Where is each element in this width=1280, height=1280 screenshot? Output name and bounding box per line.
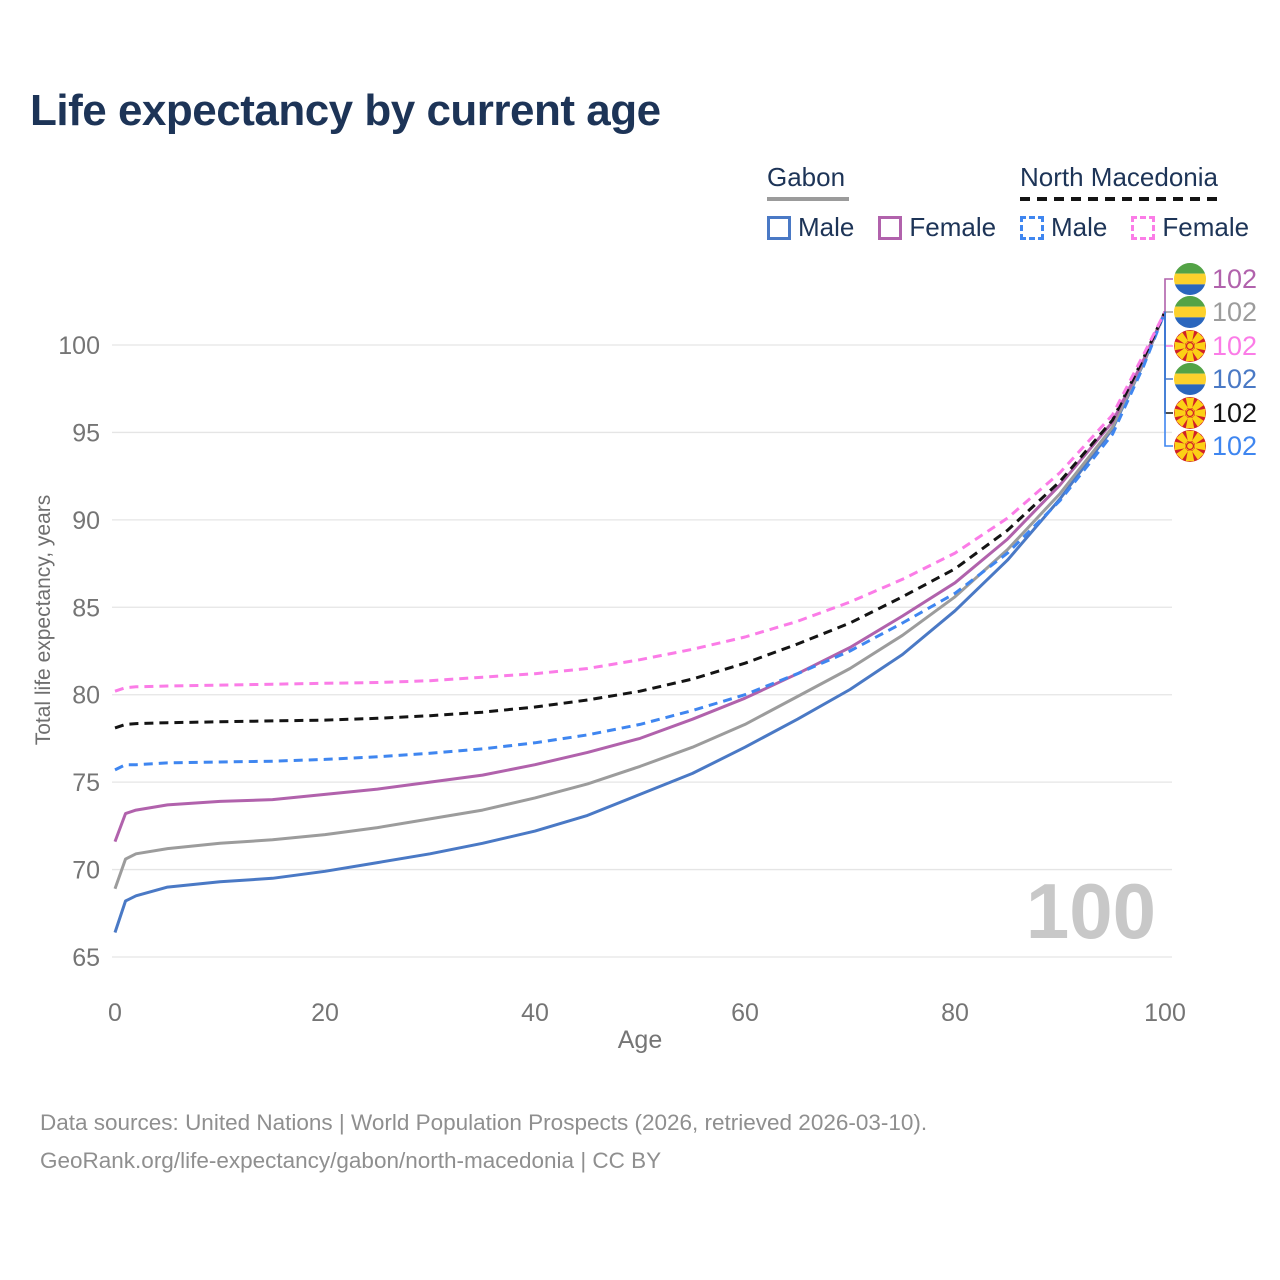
endpoint-connector: [1164, 278, 1173, 312]
line-gabon-female: [113, 311, 1167, 843]
x-tick-label: 100: [1144, 999, 1186, 1027]
legend-label: Male: [798, 212, 855, 242]
legend-item-gabon-male: Male: [767, 212, 854, 243]
legend-group-north-macedonia: North Macedonia Male Female: [1020, 162, 1249, 243]
legend-label: Female: [1162, 212, 1250, 242]
endpoint-connector: [1164, 311, 1173, 414]
footer: Data sources: United Nations | World Pop…: [40, 1104, 927, 1180]
footer-attribution: GeoRank.org/life-expectancy/gabon/north-…: [40, 1148, 662, 1173]
north-macedonia-flag-icon: [1174, 330, 1206, 362]
y-tick-label: 65: [72, 944, 100, 972]
line-gabon-total: [113, 311, 1167, 890]
legend-underline-gabon: [767, 197, 849, 201]
north-macedonia-flag-icon: [1174, 430, 1206, 462]
y-tick-label: 85: [72, 594, 100, 622]
y-tick-label: 95: [72, 419, 100, 447]
x-axis-title: Age: [617, 1026, 663, 1054]
endpoint-connector: [1164, 311, 1173, 447]
nm-male-swatch-icon: [1020, 215, 1044, 240]
legend-item-nm-male: Male: [1020, 212, 1107, 243]
legend-country-gabon: Gabon: [767, 162, 846, 192]
legend-item-nm-female: Female: [1131, 212, 1249, 243]
age-counter-watermark: 100: [1025, 867, 1156, 955]
legend-group-gabon: Gabon Male Female: [767, 162, 996, 243]
legend-item-gabon-female: Female: [878, 212, 996, 243]
line-north-macedonia-female: [114, 311, 1167, 693]
endpoint-value-label: 102: [1212, 331, 1257, 361]
gabon-flag-icon: [1174, 263, 1206, 295]
legend-underline-north-macedonia: [1020, 197, 1224, 201]
y-tick-label: 70: [72, 857, 100, 885]
gabon-male-swatch-icon: [767, 215, 791, 240]
gabon-flag-icon: [1174, 363, 1206, 395]
legend-label: Male: [1051, 212, 1108, 242]
footer-data-sources: Data sources: United Nations | World Pop…: [40, 1110, 928, 1135]
endpoint-value-label: 102: [1212, 398, 1257, 428]
endpoint-value-label: 102: [1212, 431, 1257, 461]
y-tick-label: 90: [72, 507, 100, 535]
legend-country-north-macedonia: North Macedonia: [1020, 162, 1218, 192]
x-tick-label: 0: [108, 999, 122, 1027]
nm-female-swatch-icon: [1131, 215, 1156, 240]
y-axis-title: Total life expectancy, years: [32, 494, 55, 746]
gabon-flag-icon: [1174, 296, 1206, 328]
line-gabon-male: [113, 311, 1167, 933]
legend-label: Female: [909, 212, 997, 242]
endpoint-value-label: 102: [1212, 264, 1257, 294]
endpoint-value-label: 102: [1212, 364, 1257, 394]
line-north-macedonia-male: [114, 311, 1167, 772]
gabon-female-swatch-icon: [878, 215, 903, 240]
y-tick-label: 100: [58, 332, 100, 360]
page-title: Life expectancy by current age: [30, 86, 661, 135]
x-tick-label: 40: [521, 999, 549, 1027]
x-tick-label: 80: [941, 999, 969, 1027]
x-tick-label: 20: [311, 999, 339, 1027]
endpoint-connector: [1164, 311, 1173, 347]
y-tick-label: 75: [72, 769, 100, 797]
north-macedonia-flag-icon: [1174, 397, 1206, 429]
line-north-macedonia-total: [114, 311, 1167, 730]
endpoint-value-label: 102: [1212, 297, 1257, 327]
y-tick-label: 80: [72, 682, 100, 710]
x-tick-label: 60: [731, 999, 759, 1027]
